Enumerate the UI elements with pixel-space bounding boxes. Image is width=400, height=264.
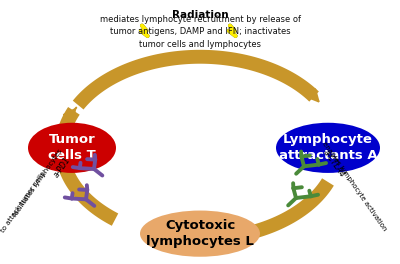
- Text: Cytotoxic
lymphocytes L: Cytotoxic lymphocytes L: [146, 219, 254, 248]
- Text: a-PD1: a-PD1: [52, 156, 72, 180]
- Text: Tumor
cells T: Tumor cells T: [48, 133, 96, 162]
- Ellipse shape: [140, 211, 260, 257]
- Text: Radiation: Radiation: [172, 10, 228, 20]
- Ellipse shape: [28, 123, 116, 173]
- Text: facilitates lymphocytes: facilitates lymphocytes: [12, 149, 64, 218]
- Text: enables lymphocyte activation: enables lymphocyte activation: [321, 140, 387, 232]
- Ellipse shape: [276, 123, 380, 173]
- Text: mediates lymphocyte recruitment by release of
tumor antigens, DAMP and IFN; inac: mediates lymphocyte recruitment by relea…: [100, 15, 300, 49]
- Text: Lymphocyte
attractants A: Lymphocyte attractants A: [279, 133, 377, 162]
- Text: a-CTLA4: a-CTLA4: [321, 148, 347, 179]
- Text: to attack tumor cells: to attack tumor cells: [0, 171, 46, 233]
